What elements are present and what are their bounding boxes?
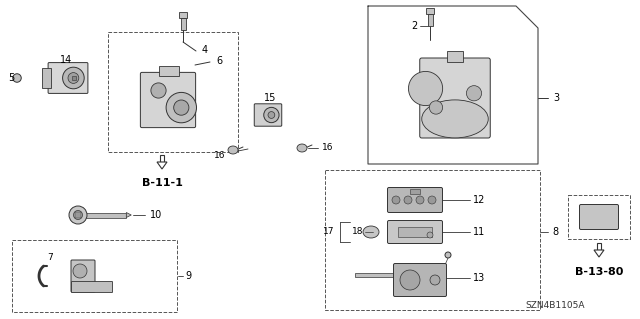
Text: 6: 6	[216, 56, 222, 66]
Polygon shape	[126, 212, 131, 218]
Text: 5: 5	[8, 73, 14, 83]
Text: B-13-80: B-13-80	[575, 267, 623, 277]
FancyBboxPatch shape	[72, 281, 113, 293]
Ellipse shape	[363, 226, 379, 238]
Ellipse shape	[68, 73, 79, 83]
Ellipse shape	[416, 196, 424, 204]
Ellipse shape	[228, 146, 238, 154]
Bar	[75, 212, 81, 218]
FancyBboxPatch shape	[579, 204, 618, 229]
Bar	[12, 240, 177, 312]
Text: 12: 12	[473, 195, 485, 205]
Ellipse shape	[74, 211, 83, 219]
Bar	[568, 195, 630, 239]
Bar	[597, 243, 601, 250]
Ellipse shape	[166, 93, 196, 123]
Bar	[108, 32, 238, 152]
FancyBboxPatch shape	[254, 104, 282, 126]
Polygon shape	[157, 162, 167, 169]
Text: 9: 9	[185, 271, 191, 281]
Ellipse shape	[63, 67, 84, 89]
Text: 17: 17	[323, 227, 334, 236]
Ellipse shape	[268, 112, 275, 118]
Bar	[160, 155, 164, 162]
Bar	[410, 189, 420, 194]
Ellipse shape	[427, 232, 433, 238]
Bar	[428, 14, 433, 26]
Text: 2: 2	[412, 21, 418, 31]
Text: 4: 4	[202, 45, 208, 55]
Bar	[159, 66, 179, 76]
Ellipse shape	[73, 264, 87, 278]
Text: 16: 16	[214, 151, 225, 160]
FancyBboxPatch shape	[394, 263, 447, 296]
Bar	[42, 68, 51, 88]
FancyBboxPatch shape	[140, 72, 196, 128]
Text: SZN4B1105A: SZN4B1105A	[525, 300, 585, 309]
Text: 3: 3	[553, 93, 559, 103]
Ellipse shape	[445, 252, 451, 258]
Ellipse shape	[429, 101, 443, 114]
Ellipse shape	[392, 196, 400, 204]
Ellipse shape	[13, 74, 21, 82]
Polygon shape	[594, 250, 604, 257]
Ellipse shape	[297, 144, 307, 152]
Text: 10: 10	[150, 210, 163, 220]
Text: 8: 8	[552, 227, 558, 237]
Text: 16: 16	[322, 144, 333, 152]
Bar	[180, 18, 186, 30]
FancyBboxPatch shape	[387, 188, 442, 212]
Ellipse shape	[264, 108, 279, 122]
Ellipse shape	[400, 270, 420, 290]
Text: 15: 15	[264, 93, 276, 103]
Ellipse shape	[467, 85, 482, 101]
Ellipse shape	[404, 196, 412, 204]
Ellipse shape	[151, 83, 166, 98]
Bar	[325, 170, 540, 310]
FancyBboxPatch shape	[387, 220, 442, 243]
Bar	[447, 50, 463, 62]
Ellipse shape	[428, 196, 436, 204]
FancyBboxPatch shape	[420, 58, 490, 138]
Bar	[179, 12, 187, 18]
Text: 18: 18	[351, 227, 363, 236]
Bar	[84, 212, 126, 218]
FancyBboxPatch shape	[48, 63, 88, 93]
Ellipse shape	[430, 275, 440, 285]
Ellipse shape	[408, 71, 443, 106]
Ellipse shape	[69, 206, 87, 224]
Text: 11: 11	[473, 227, 485, 237]
Bar	[397, 227, 433, 237]
Ellipse shape	[422, 100, 488, 138]
FancyBboxPatch shape	[71, 260, 95, 292]
Text: 14: 14	[60, 55, 72, 65]
Bar	[72, 76, 76, 80]
Text: 13: 13	[473, 273, 485, 283]
Bar	[355, 273, 395, 277]
Bar	[426, 8, 434, 14]
Text: 7: 7	[47, 254, 53, 263]
Text: B-11-1: B-11-1	[141, 178, 182, 188]
Ellipse shape	[173, 100, 189, 115]
